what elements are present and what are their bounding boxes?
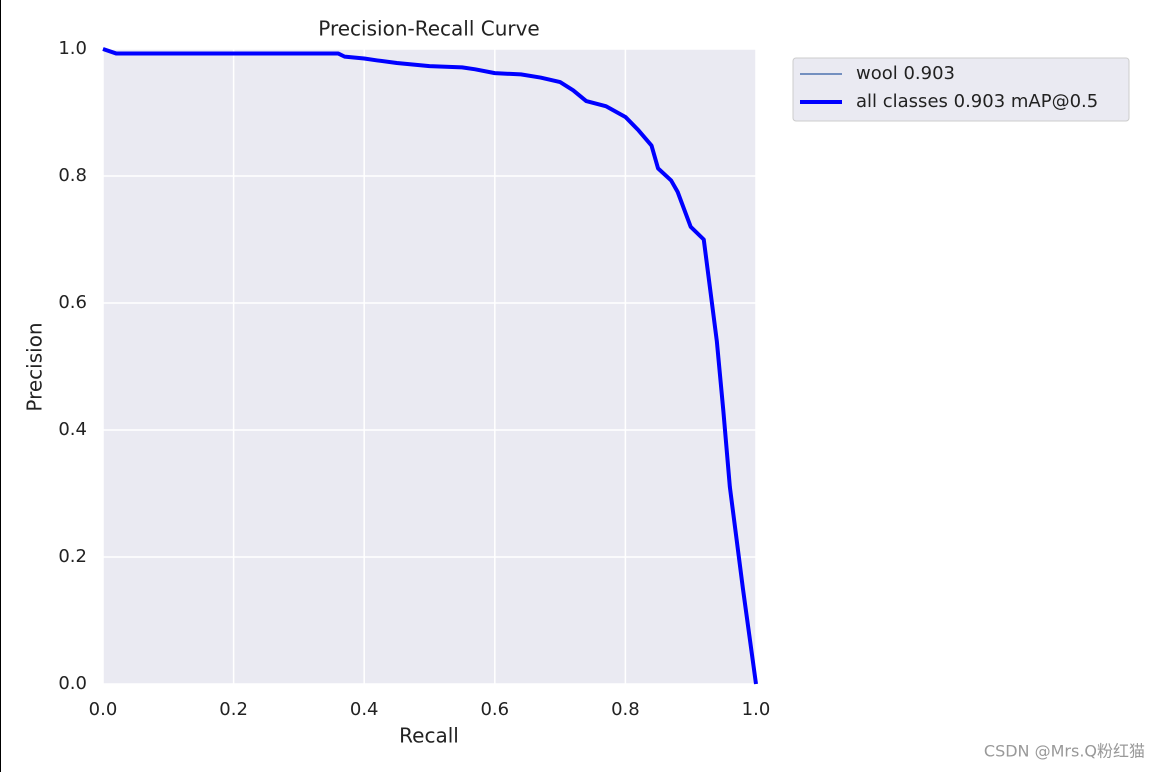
legend-box [792,57,1130,122]
y-tick-label: 0.8 [58,165,87,186]
chart-title: Precision-Recall Curve [318,17,539,41]
plot-area [103,49,756,684]
y-tick-label: 0.2 [58,546,87,567]
legend-label: all classes 0.903 mAP@0.5 [856,91,1098,112]
x-tick-label: 1.0 [742,699,771,720]
x-tick-label: 0.6 [480,699,509,720]
x-axis-label: Recall [399,724,459,748]
y-tick-label: 0.6 [58,292,87,313]
x-tick-label: 0.8 [611,699,640,720]
y-tick-label: 0.0 [58,673,87,694]
series-line [102,47,758,685]
x-tick-label: 0.4 [350,699,379,720]
y-axis-label: Precision [23,322,47,411]
y-tick-label: 0.4 [58,419,87,440]
watermark: CSDN @Mrs.Q粉红猫 [984,742,1145,761]
legend-label: wool 0.903 [856,63,955,84]
y-tick-label: 1.0 [58,38,87,59]
x-tick-label: 0.2 [219,699,248,720]
x-tick-label: 0.0 [89,699,118,720]
